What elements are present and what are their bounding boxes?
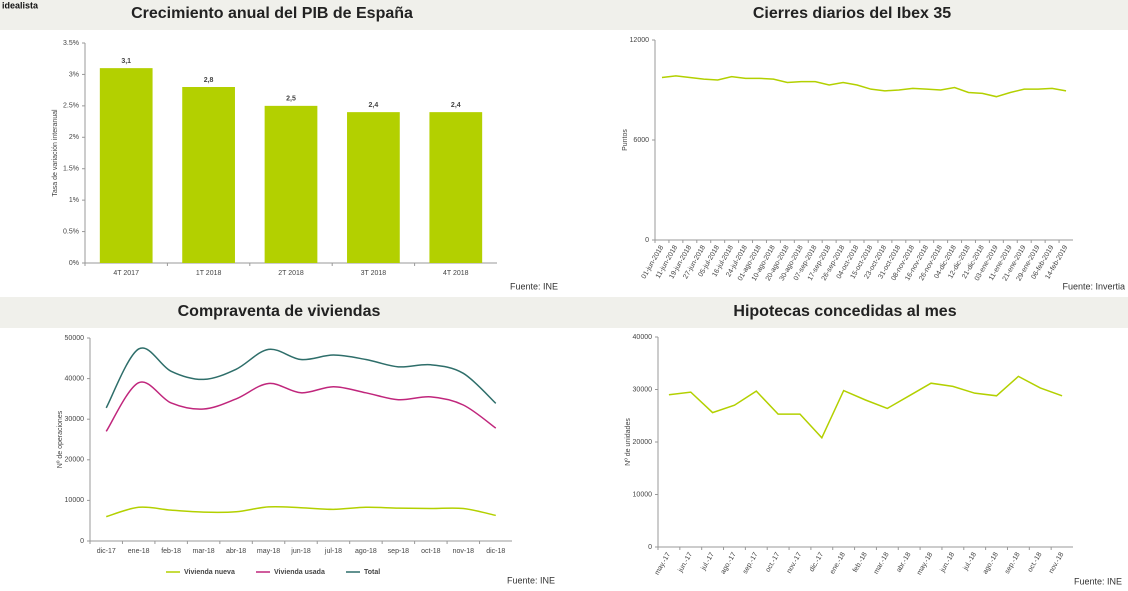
x-tick-label: abr-18 <box>226 548 246 555</box>
value-label: 2,4 <box>451 102 461 109</box>
x-tick-label: 3T 2018 <box>361 270 387 277</box>
x-tick-label: may.-17 <box>654 551 672 576</box>
x-tick-label: nov.-17 <box>786 551 804 574</box>
x-tick-label: dic-18 <box>486 548 505 555</box>
y-tick-label: 0% <box>69 260 79 267</box>
x-tick-label: ago.-17 <box>720 551 738 575</box>
x-tick-label: oct.-17 <box>765 551 782 573</box>
y-tick-label: 2% <box>69 134 79 141</box>
x-tick-label: mar.-18 <box>873 551 891 575</box>
x-tick-label: sep.-18 <box>1004 551 1022 575</box>
y-axis-label: Nº de unidades <box>625 418 632 466</box>
y-tick-label: 50000 <box>65 335 85 342</box>
x-tick-label: ene-18 <box>128 548 150 555</box>
y-tick-label: 20000 <box>65 457 85 464</box>
y-tick-label: 40000 <box>65 375 85 382</box>
y-tick-label: 1.5% <box>63 166 79 173</box>
x-tick-label: nov.-18 <box>1048 551 1066 574</box>
x-tick-label: feb.-18 <box>852 551 869 573</box>
title-band <box>0 0 1128 30</box>
x-tick-label: nov-18 <box>453 548 475 555</box>
y-tick-label: 30000 <box>65 416 85 423</box>
x-tick-label: jun.-18 <box>939 551 956 574</box>
y-tick-label: 0.5% <box>63 228 79 235</box>
chart-title: Cierres diarios del Ibex 35 <box>753 5 951 22</box>
y-tick-label: 30000 <box>633 386 653 393</box>
x-tick-label: 4T 2017 <box>113 270 139 277</box>
chart-title: Compraventa de viviendas <box>178 303 381 320</box>
source: Fuente: INE <box>1074 576 1122 586</box>
line <box>105 347 497 409</box>
x-tick-label: may.-18 <box>916 551 934 576</box>
bar <box>264 105 318 263</box>
x-tick-label: may-18 <box>257 548 280 555</box>
value-label: 2,4 <box>369 102 379 109</box>
x-tick-label: oct.-18 <box>1027 551 1044 573</box>
y-tick-label: 2.5% <box>63 103 79 110</box>
x-tick-label: feb-18 <box>161 548 181 555</box>
bar <box>99 68 153 264</box>
x-tick-label: 2T 2018 <box>278 270 304 277</box>
y-tick-label: 20000 <box>633 439 653 446</box>
y-tick-label: 0 <box>645 237 649 244</box>
y-tick-label: 3% <box>69 71 79 78</box>
source: Fuente: Invertia <box>1062 281 1125 291</box>
legend-label: Total <box>364 569 380 576</box>
x-tick-label: abr.-18 <box>896 551 913 573</box>
line <box>668 375 1063 440</box>
legend-label: Vivienda usada <box>274 569 325 576</box>
line <box>661 75 1067 98</box>
x-tick-label: oct-18 <box>421 548 441 555</box>
bar <box>347 112 400 264</box>
y-axis-label: Puntos <box>622 129 629 151</box>
chart-title: Crecimiento anual del PIB de España <box>131 5 413 22</box>
x-tick-label: jun.-17 <box>677 551 694 574</box>
x-tick-label: dic.-17 <box>809 551 826 573</box>
y-tick-label: 0 <box>80 538 84 545</box>
value-label: 3,1 <box>121 58 131 65</box>
y-tick-label: 6000 <box>633 137 649 144</box>
x-tick-label: jun-18 <box>290 548 311 555</box>
bar <box>182 87 235 263</box>
x-tick-label: ago.-18 <box>982 551 1000 575</box>
y-tick-label: 3.5% <box>63 40 79 47</box>
y-axis-label: Tasa de variación interanual <box>52 109 59 197</box>
chart-title: Hipotecas concedidas al mes <box>733 303 956 320</box>
y-tick-label: 10000 <box>633 491 653 498</box>
x-tick-label: sep-18 <box>388 548 410 555</box>
y-tick-label: 12000 <box>630 37 650 44</box>
value-label: 2,5 <box>286 96 296 103</box>
y-tick-label: 40000 <box>633 334 653 341</box>
x-tick-label: mar-18 <box>193 548 215 555</box>
source: Fuente: INE <box>507 575 555 585</box>
x-tick-label: ene.-18 <box>829 551 847 575</box>
title-band <box>0 297 1128 328</box>
x-tick-label: jul.-17 <box>700 551 716 572</box>
y-tick-label: 0 <box>648 544 652 551</box>
x-tick-label: sep.-17 <box>742 551 760 575</box>
y-axis-label: Nº de operaciones <box>57 410 64 468</box>
x-tick-label: 1T 2018 <box>196 270 222 277</box>
x-tick-label: ago-18 <box>355 548 377 555</box>
x-tick-label: jul-18 <box>324 548 342 555</box>
legend-label: Vivienda nueva <box>184 569 235 576</box>
x-tick-label: 4T 2018 <box>443 270 469 277</box>
bar <box>429 112 483 264</box>
y-tick-label: 1% <box>69 197 79 204</box>
line <box>105 381 497 432</box>
y-tick-label: 10000 <box>65 497 85 504</box>
value-label: 2,8 <box>204 77 214 84</box>
x-tick-label: dic-17 <box>97 548 116 555</box>
source: Fuente: INE <box>510 281 558 291</box>
x-tick-label: jul.-18 <box>962 551 978 572</box>
line <box>106 505 496 518</box>
brand: idealista <box>2 0 39 10</box>
